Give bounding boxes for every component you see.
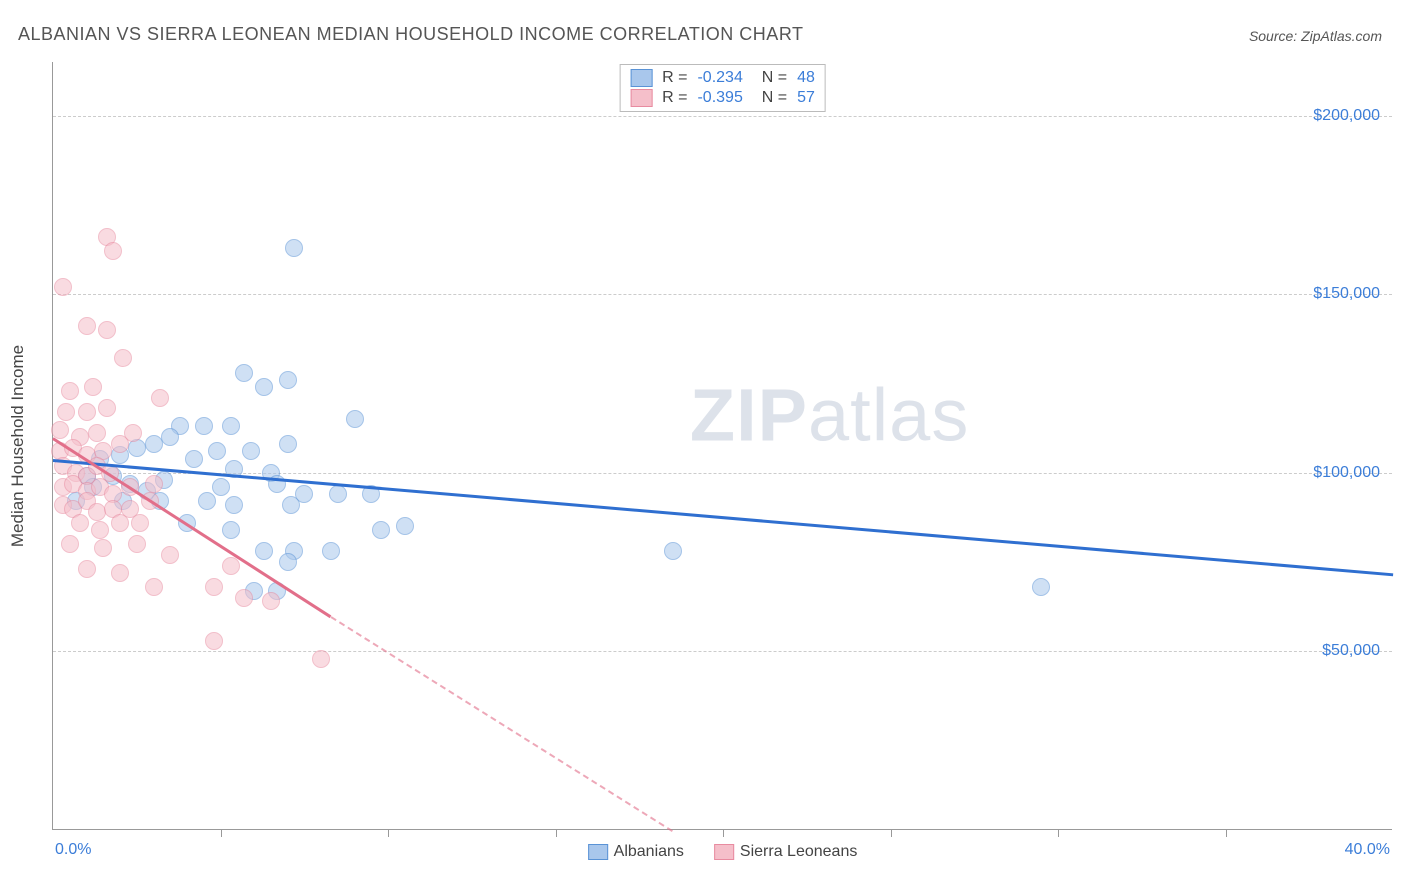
watermark: ZIPatlas — [690, 372, 969, 457]
data-point — [664, 542, 682, 560]
data-point — [84, 378, 102, 396]
data-point — [78, 403, 96, 421]
data-point — [205, 632, 223, 650]
data-point — [185, 450, 203, 468]
x-tick — [723, 829, 724, 837]
data-point — [98, 399, 116, 417]
x-tick — [556, 829, 557, 837]
data-point — [131, 514, 149, 532]
trend-line — [53, 459, 1393, 576]
x-tick — [1058, 829, 1059, 837]
data-point — [71, 514, 89, 532]
data-point — [111, 564, 129, 582]
data-point — [205, 578, 223, 596]
data-point — [262, 592, 280, 610]
data-point — [145, 435, 163, 453]
data-point — [396, 517, 414, 535]
data-point — [322, 542, 340, 560]
data-point — [212, 478, 230, 496]
data-point — [57, 403, 75, 421]
data-point — [104, 242, 122, 260]
gridline — [53, 473, 1392, 474]
data-point — [161, 428, 179, 446]
data-point — [225, 496, 243, 514]
data-point — [88, 424, 106, 442]
x-tick — [388, 829, 389, 837]
series-legend: Albanians Sierra Leoneans — [588, 843, 858, 861]
swatch-icon — [630, 69, 652, 87]
data-point — [128, 535, 146, 553]
gridline — [53, 651, 1392, 652]
y-tick-label: $150,000 — [1313, 285, 1380, 303]
y-axis-label: Median Household Income — [8, 345, 28, 547]
data-point — [145, 578, 163, 596]
data-point — [88, 503, 106, 521]
swatch-icon — [630, 89, 652, 107]
x-axis-min: 0.0% — [55, 841, 91, 859]
data-point — [346, 410, 364, 428]
data-point — [235, 589, 253, 607]
data-point — [61, 382, 79, 400]
data-point — [222, 417, 240, 435]
data-point — [111, 435, 129, 453]
x-axis-max: 40.0% — [1345, 841, 1390, 859]
legend-row-albanians: R = -0.234 N = 48 — [630, 69, 815, 87]
legend-row-sierra: R = -0.395 N = 57 — [630, 89, 815, 107]
data-point — [94, 539, 112, 557]
data-point — [61, 535, 79, 553]
data-point — [1032, 578, 1050, 596]
data-point — [222, 521, 240, 539]
data-point — [161, 546, 179, 564]
data-point — [255, 378, 273, 396]
data-point — [242, 442, 260, 460]
legend-item-sierra: Sierra Leoneans — [714, 843, 857, 861]
source-label: Source: ZipAtlas.com — [1249, 28, 1382, 44]
data-point — [329, 485, 347, 503]
data-point — [279, 371, 297, 389]
data-point — [282, 496, 300, 514]
data-point — [235, 364, 253, 382]
swatch-icon — [588, 844, 608, 860]
data-point — [208, 442, 226, 460]
data-point — [255, 542, 273, 560]
data-point — [285, 239, 303, 257]
chart-title: ALBANIAN VS SIERRA LEONEAN MEDIAN HOUSEH… — [18, 24, 803, 45]
data-point — [145, 475, 163, 493]
data-point — [54, 278, 72, 296]
data-point — [312, 650, 330, 668]
data-point — [111, 514, 129, 532]
legend-item-albanians: Albanians — [588, 843, 684, 861]
scatter-plot: ZIPatlas R = -0.234 N = 48 R = -0.395 N … — [52, 62, 1392, 830]
swatch-icon — [714, 844, 734, 860]
y-tick-label: $200,000 — [1313, 107, 1380, 125]
data-point — [78, 560, 96, 578]
data-point — [78, 317, 96, 335]
x-tick — [891, 829, 892, 837]
y-tick-label: $50,000 — [1322, 642, 1380, 660]
data-point — [151, 389, 169, 407]
x-tick — [221, 829, 222, 837]
data-point — [98, 321, 116, 339]
data-point — [195, 417, 213, 435]
x-tick — [1226, 829, 1227, 837]
data-point — [222, 557, 240, 575]
trend-line — [331, 616, 674, 832]
data-point — [279, 553, 297, 571]
y-tick-label: $100,000 — [1313, 464, 1380, 482]
data-point — [114, 349, 132, 367]
gridline — [53, 116, 1392, 117]
gridline — [53, 294, 1392, 295]
correlation-legend: R = -0.234 N = 48 R = -0.395 N = 57 — [619, 64, 826, 112]
data-point — [91, 521, 109, 539]
data-point — [279, 435, 297, 453]
data-point — [198, 492, 216, 510]
data-point — [372, 521, 390, 539]
